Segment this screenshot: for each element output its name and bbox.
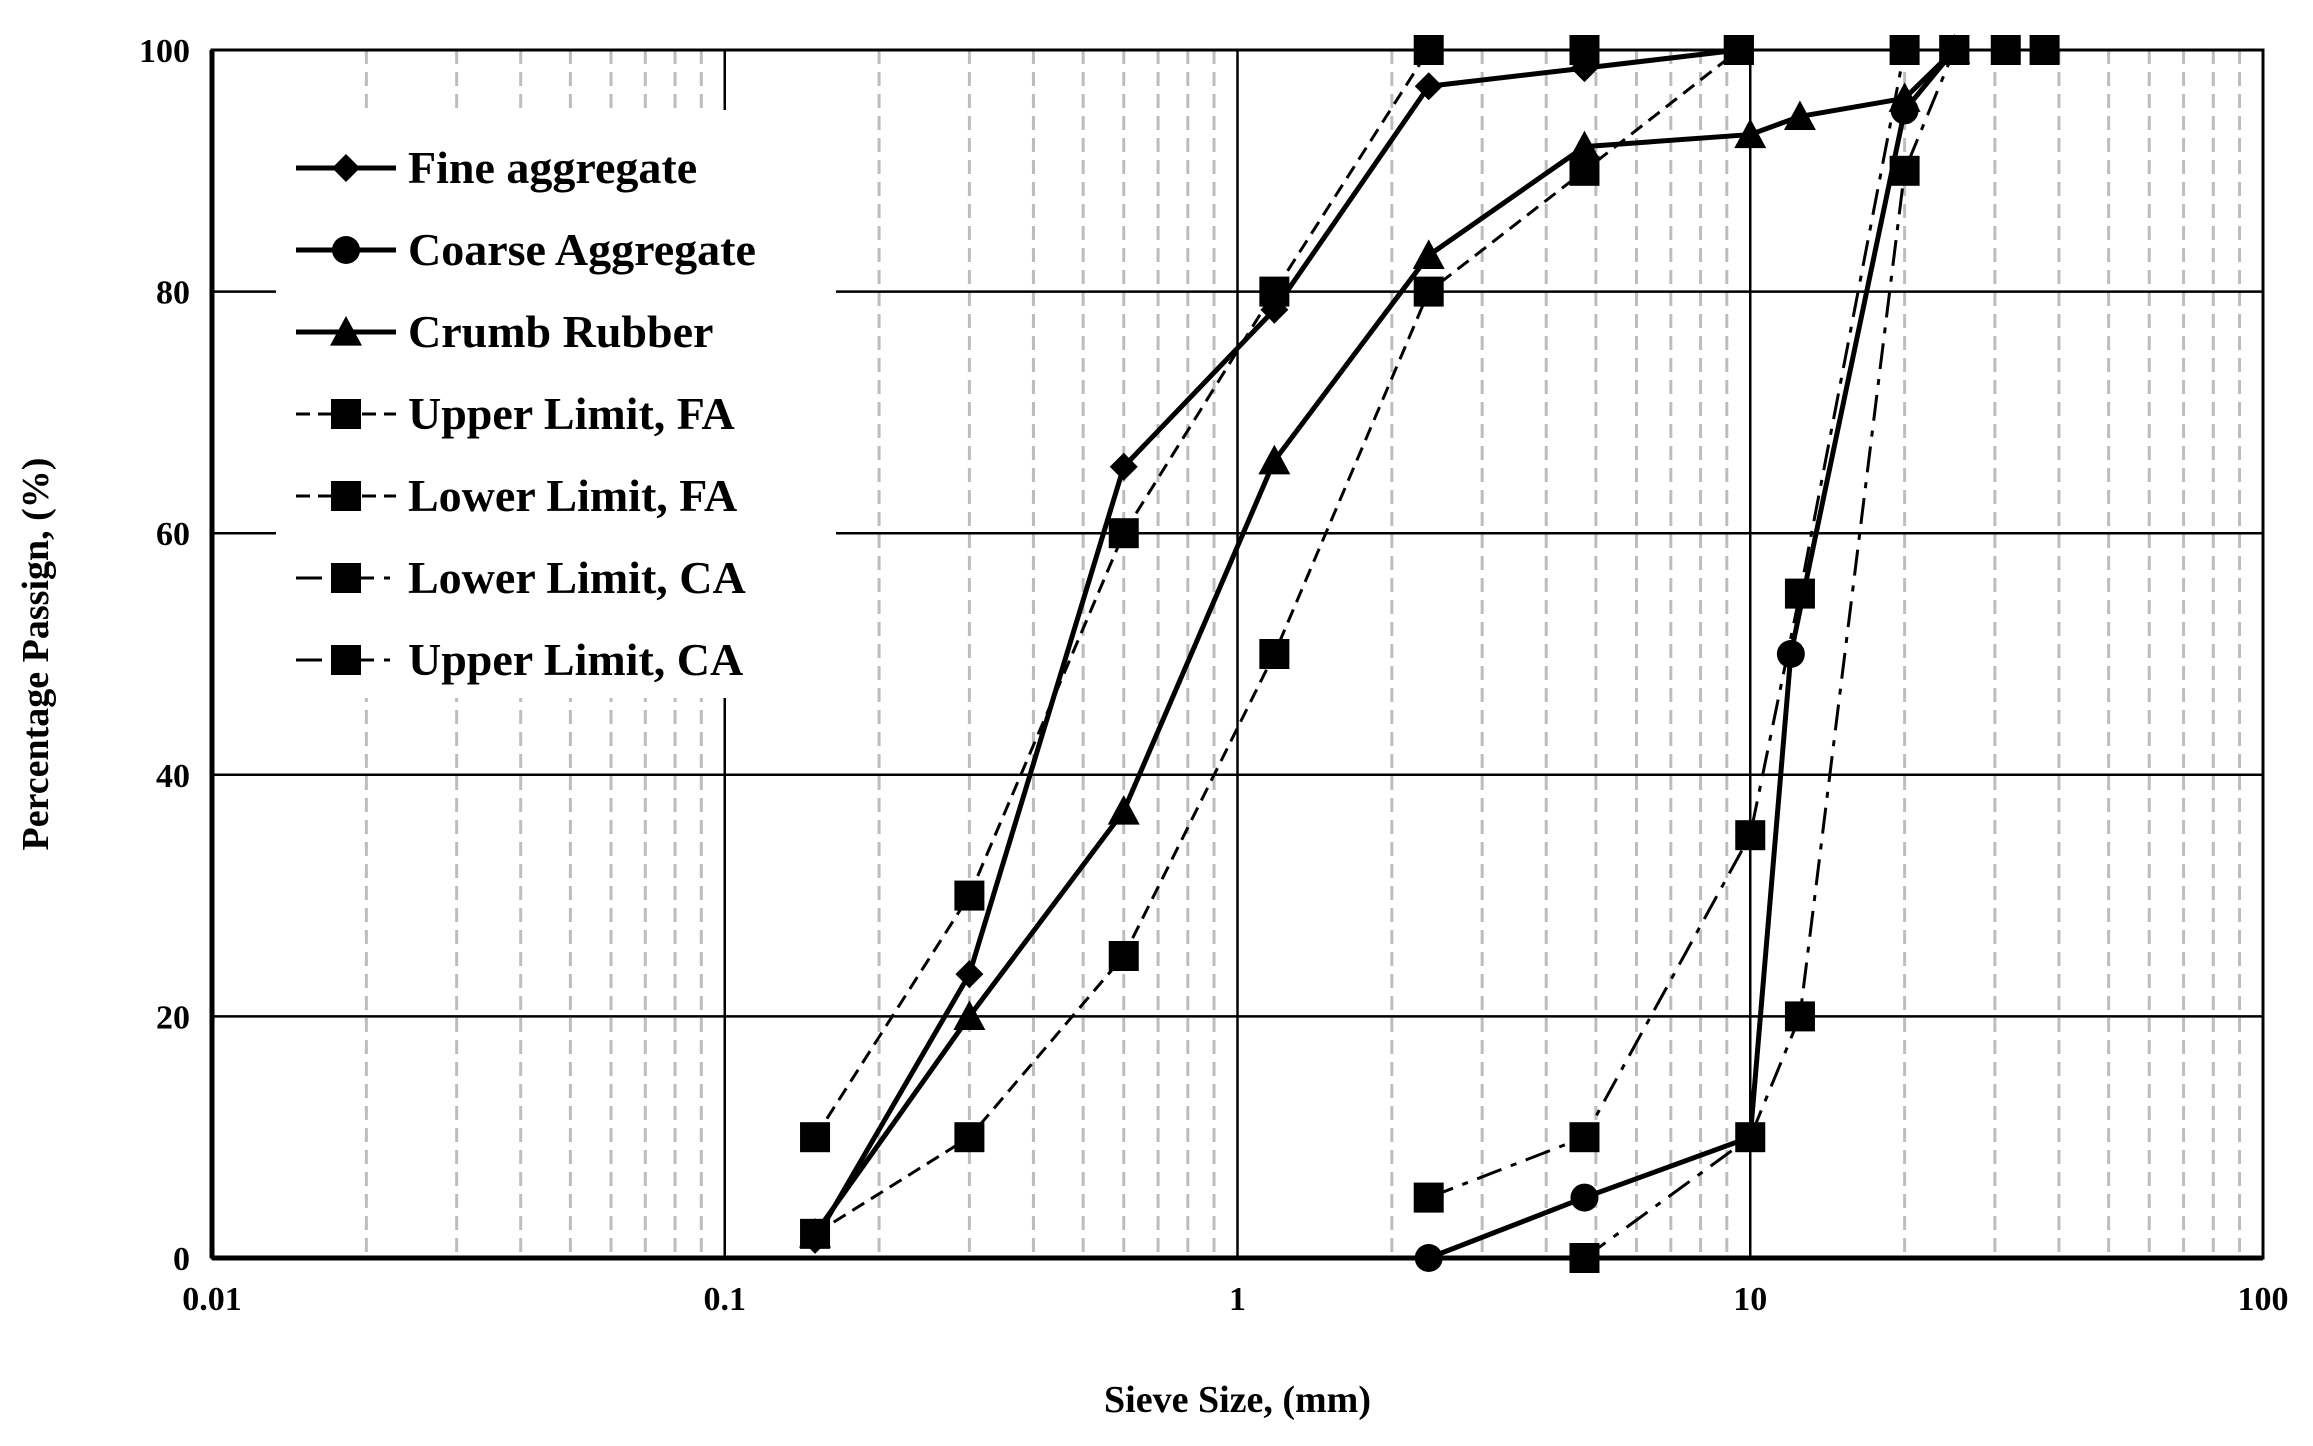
legend-swatch-marker bbox=[331, 399, 361, 429]
data-point-upper-limit-ca bbox=[1569, 1122, 1600, 1153]
data-point-crumb-rubber bbox=[953, 1000, 986, 1030]
x-tick-label: 10 bbox=[1733, 1281, 1767, 1318]
data-point-lower-limit-ca bbox=[1784, 1001, 1815, 1032]
data-point-crumb-rubber bbox=[1568, 130, 1601, 161]
legend-box bbox=[276, 110, 836, 698]
x-tick-label: 1 bbox=[1229, 1281, 1246, 1318]
data-point-coarse-aggregate bbox=[1570, 1183, 1599, 1212]
legend-label: Fine aggregate bbox=[408, 142, 697, 193]
legend-swatch-marker bbox=[330, 316, 362, 346]
series-line-coarse-aggregate bbox=[1427, 48, 1957, 1261]
data-point-lower-limit-fa bbox=[1108, 941, 1139, 971]
legend-item-lower-limit-fa: Lower Limit, FA bbox=[296, 470, 737, 521]
data-point-fine-aggregate bbox=[1414, 72, 1443, 101]
data-point-crumb-rubber bbox=[1783, 100, 1816, 131]
y-axis-title: Percentage Passign, (%) bbox=[15, 458, 57, 851]
series-lower-limit-ca bbox=[1569, 35, 2060, 1273]
legend-swatch-marker bbox=[331, 481, 361, 511]
legend-label: Upper Limit, CA bbox=[408, 634, 743, 685]
data-point-lower-limit-fa bbox=[1259, 639, 1290, 669]
legend-item-coarse-aggregate: Coarse Aggregate bbox=[296, 224, 756, 275]
series-upper-limit-fa bbox=[800, 35, 1754, 1153]
data-point-crumb-rubber bbox=[1734, 118, 1767, 149]
legend-swatch-marker bbox=[332, 236, 360, 264]
legend-label: Lower Limit, CA bbox=[408, 552, 746, 603]
series-line-lower-limit-ca bbox=[1583, 48, 2045, 1260]
x-tick-label: 0.01 bbox=[182, 1281, 242, 1318]
y-tick-label: 60 bbox=[156, 516, 190, 553]
series-upper-limit-ca bbox=[1413, 35, 2021, 1213]
data-point-crumb-rubber bbox=[1107, 795, 1140, 825]
legend-swatch-marker bbox=[331, 645, 361, 675]
y-tick-label: 100 bbox=[139, 33, 190, 70]
data-point-lower-limit-fa bbox=[800, 1218, 831, 1249]
data-point-fine-aggregate bbox=[1570, 54, 1599, 83]
x-tick-label: 0.1 bbox=[704, 1281, 747, 1318]
legend-label: Lower Limit, FA bbox=[408, 470, 737, 521]
legend-item-fine-aggregate: Fine aggregate bbox=[296, 142, 697, 193]
legend-swatch-marker bbox=[332, 154, 360, 182]
y-tick-labels: 0 20 40 60 80 100 bbox=[139, 33, 190, 1278]
data-point-fine-aggregate bbox=[955, 960, 984, 989]
legend-item-crumb-rubber: Crumb Rubber bbox=[296, 306, 713, 357]
data-point-lower-limit-ca bbox=[1735, 1122, 1766, 1153]
legend-label: Upper Limit, FA bbox=[408, 388, 735, 439]
data-point-upper-limit-fa bbox=[800, 1122, 831, 1153]
data-point-fine-aggregate bbox=[1109, 452, 1138, 481]
axes bbox=[209, 48, 2265, 1261]
data-point-lower-limit-fa bbox=[954, 1122, 985, 1153]
data-point-lower-limit-fa bbox=[1413, 276, 1444, 307]
data-point-crumb-rubber bbox=[1888, 82, 1921, 112]
data-point-crumb-rubber bbox=[1412, 239, 1445, 269]
data-point-upper-limit-ca bbox=[1784, 578, 1815, 609]
series-line-upper-limit-ca bbox=[1428, 48, 2006, 1199]
legend-item-upper-limit-fa: Upper Limit, FA bbox=[296, 388, 735, 439]
series-line-upper-limit-fa bbox=[813, 48, 1739, 1139]
legend-swatch-marker bbox=[331, 563, 361, 593]
data-point-upper-limit-fa bbox=[954, 880, 985, 911]
data-point-coarse-aggregate bbox=[1776, 640, 1805, 668]
data-point-lower-limit-ca bbox=[1889, 155, 1920, 186]
data-point-upper-limit-ca bbox=[1413, 1182, 1444, 1213]
y-tick-label: 0 bbox=[173, 1241, 190, 1278]
legend-label: Coarse Aggregate bbox=[408, 224, 756, 275]
x-axis-title: Sieve Size, (mm) bbox=[1104, 1379, 1371, 1421]
legend-label: Crumb Rubber bbox=[408, 306, 713, 357]
data-point-upper-limit-ca bbox=[1735, 820, 1766, 851]
y-tick-label: 20 bbox=[156, 999, 190, 1036]
data-point-upper-limit-fa bbox=[1259, 276, 1290, 307]
data-point-upper-limit-fa bbox=[1108, 518, 1139, 549]
series-lower-limit-fa bbox=[800, 35, 1754, 1249]
y-tick-label: 80 bbox=[156, 275, 190, 312]
legend: Fine aggregate Coarse Aggregate Crumb Rubb… bbox=[276, 110, 836, 698]
legend-item-upper-limit-ca: Upper Limit, CA bbox=[296, 634, 743, 685]
legend-item-lower-limit-ca: Lower Limit, CA bbox=[296, 552, 746, 603]
x-tick-labels: 0.01 0.1 1 10 100 bbox=[182, 1281, 2288, 1318]
data-point-lower-limit-fa bbox=[1569, 155, 1600, 186]
x-tick-label: 100 bbox=[2238, 1281, 2289, 1318]
series-coarse-aggregate bbox=[1414, 36, 1969, 1272]
data-point-crumb-rubber bbox=[1258, 444, 1291, 475]
y-tick-label: 40 bbox=[156, 758, 190, 795]
series-layer bbox=[799, 34, 2060, 1273]
series-line-crumb-rubber bbox=[813, 48, 1957, 1236]
